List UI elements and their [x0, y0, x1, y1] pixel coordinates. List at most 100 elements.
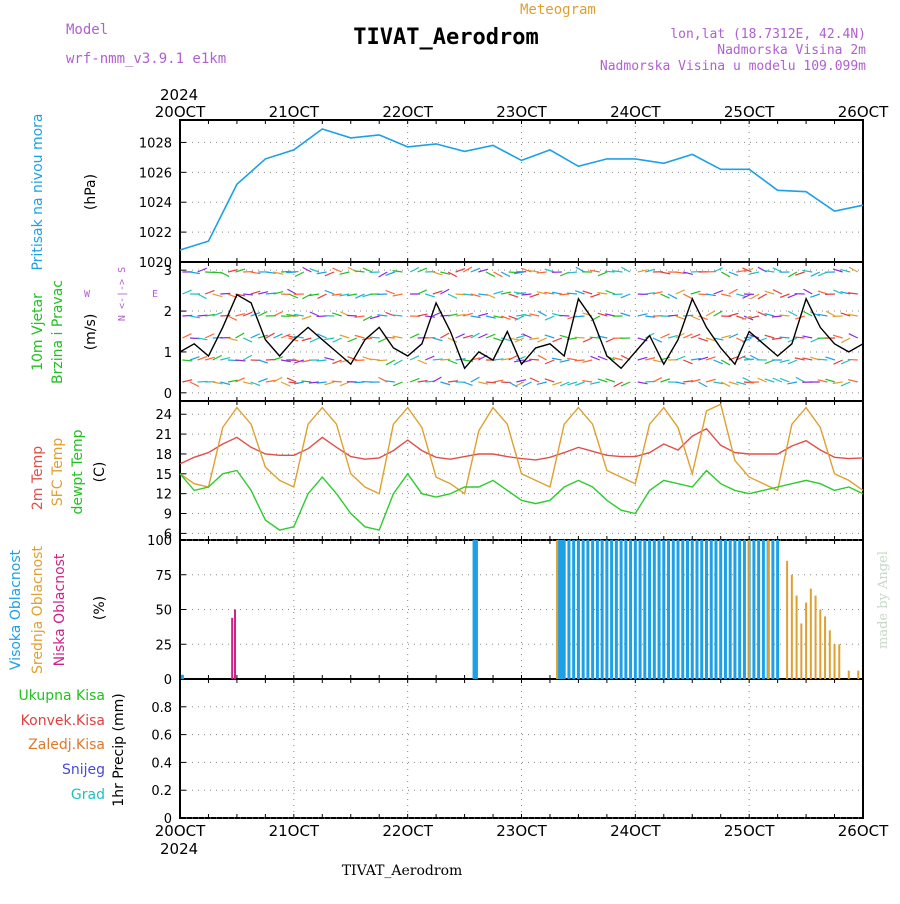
wind-arrow — [765, 291, 775, 294]
wind-arrow — [590, 294, 599, 297]
wind-arrow — [576, 267, 585, 272]
wind-arrow — [286, 272, 296, 273]
y-tick-label: 24 — [155, 408, 172, 423]
wind-arrow — [721, 382, 730, 387]
wind-arrow — [575, 316, 585, 317]
y-tick-label: 1028 — [139, 136, 172, 151]
y-tick-label: 0.6 — [151, 729, 172, 744]
wind-arrow — [849, 267, 858, 272]
cloud-high-bar — [762, 540, 765, 679]
wind-arrow — [228, 316, 237, 320]
cloud-mid-bar — [805, 603, 807, 679]
cloud-mid-bar — [810, 589, 812, 679]
cloud-high-bar — [714, 540, 717, 679]
wind-arrow — [545, 360, 554, 364]
y-tick-label: 3 — [164, 264, 172, 279]
cloud-high-bar — [653, 540, 656, 679]
wind-arrow — [683, 360, 692, 364]
y-tick-label: 18 — [155, 448, 172, 463]
wind-arrow — [433, 377, 442, 382]
model-label: Model — [66, 22, 108, 38]
cloud-low-bar — [231, 618, 233, 679]
wind-arrow — [804, 289, 813, 294]
precip-ylabel: 1hr Precip (mm) — [111, 693, 127, 806]
wind-arrow — [529, 359, 539, 360]
credit: made by Angel — [876, 551, 891, 649]
wind-arrow — [347, 315, 357, 316]
x-tick-label-top: 25OCT — [724, 103, 775, 121]
wind-arrow — [848, 359, 858, 360]
x-tick-label-bottom: 22OCT — [382, 822, 433, 840]
wind-arrow — [537, 382, 547, 384]
wind-arrow — [590, 337, 600, 338]
precip-legend-snow: Snijeg — [62, 762, 105, 778]
wind-arrow — [433, 338, 443, 341]
cloud-mid-bar — [834, 644, 836, 679]
panel-frame — [180, 401, 863, 540]
wind-unit: (m/s) — [83, 314, 99, 351]
cloud-high-bar — [757, 540, 760, 679]
wind-arrow — [378, 338, 387, 342]
wind-arrow — [182, 334, 191, 338]
y-tick-label: 75 — [155, 569, 172, 584]
wind-arrow — [729, 289, 738, 294]
cloud-high-bar — [586, 540, 589, 679]
wind-arrow — [463, 267, 472, 272]
cloud-mid-bar — [791, 575, 793, 679]
cloud-high-bar — [629, 540, 632, 679]
wind-arrow — [621, 267, 630, 272]
cloud-high-bar — [738, 540, 741, 679]
cloud-high-bar — [733, 540, 736, 679]
wind-arrow — [613, 294, 623, 295]
wind-arrow — [583, 338, 592, 342]
year-bottom: 2024 — [160, 840, 198, 858]
wind-arrow — [788, 311, 797, 316]
wind-arrow — [758, 294, 767, 299]
elevation: Nadmorska Visina 2m — [717, 43, 866, 58]
cloud-high-bar — [752, 540, 755, 679]
y-tick-label: 0.8 — [151, 701, 172, 716]
wind-arrow — [514, 360, 524, 362]
y-tick-label: 2 — [164, 305, 172, 320]
wind-ylabel-1: 10m Vjetar — [30, 293, 46, 371]
wind-arrow — [509, 355, 518, 360]
x-tick-label-top: 21OCT — [269, 103, 320, 121]
wind-arrow — [714, 290, 723, 294]
wind-arrow — [463, 382, 472, 385]
cloud-high-bar — [624, 540, 627, 679]
cloud-high-bar — [743, 540, 746, 679]
wind-arrow — [410, 356, 419, 360]
wind-arrow — [676, 290, 685, 294]
wind-arrow — [355, 360, 365, 361]
wind-arrow — [486, 294, 495, 298]
panel-frame — [180, 679, 863, 818]
cloud-high-bar — [572, 540, 575, 679]
y-tick-label: 1 — [164, 346, 172, 361]
wind-arrow — [849, 334, 858, 338]
wind-ylabel-2: Brzina i Pravac — [50, 280, 66, 384]
cloud-high-bar — [710, 540, 713, 679]
wind-arrow — [340, 335, 350, 338]
wind-arrow — [182, 380, 192, 382]
x-tick-label-bottom: 20OCT — [155, 822, 206, 840]
model-value: wrf-nmm_v3.9.1 e1km — [66, 51, 226, 67]
wind-arrow — [394, 360, 403, 365]
wind-arrow — [742, 338, 751, 342]
cloud-mid-bar — [829, 630, 831, 679]
wind-arrow — [691, 334, 700, 338]
wind-arrow — [410, 268, 419, 272]
cloud-high-bar — [662, 540, 665, 679]
wind-arrow — [796, 377, 805, 382]
pressure-ylabel: Pritisak na nivou mora — [30, 113, 46, 270]
wind-arrow — [817, 359, 827, 360]
x-tick-label-bottom: 25OCT — [724, 822, 775, 840]
wind-arrow — [198, 294, 207, 299]
wind-arrow — [303, 267, 312, 272]
x-tick-label-bottom: 26OCT — [838, 822, 889, 840]
wind-arrow — [545, 316, 554, 320]
wind-arrow — [538, 355, 547, 360]
compass-w: W — [84, 289, 91, 300]
cloud-high-bar — [729, 540, 732, 679]
